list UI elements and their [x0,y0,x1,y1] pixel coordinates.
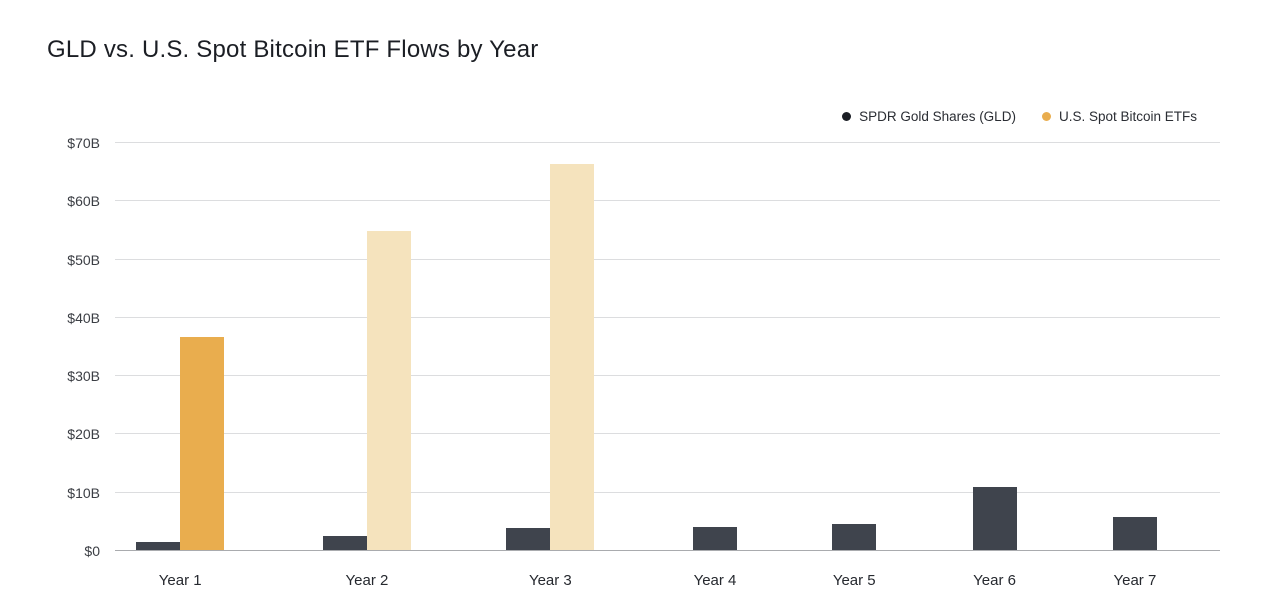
y-tick-label-60: $60B [67,193,100,210]
legend: SPDR Gold Shares (GLD) U.S. Spot Bitcoin… [842,109,1197,124]
y-axis-labels: $0 $10B $20B $30B $40B $50B $60B $70B [40,135,100,559]
legend-item-btc: U.S. Spot Bitcoin ETFs [1041,109,1197,124]
y-tick-label-0: $0 [84,543,100,559]
bar-btc-year-3-projected [550,164,595,550]
y-tick-label-30: $30B [67,368,100,385]
y-tick-label-10: $10B [67,484,100,501]
gridline-30 [115,375,1220,377]
x-tick-label-year-6: Year 6 [973,572,1016,589]
x-tick-label-year-4: Year 4 [693,572,737,589]
gridline-20 [115,433,1220,435]
bar-btc-year-1 [180,337,225,550]
y-tick-label-70: $70B [67,135,100,151]
gridline-50 [115,258,1220,260]
chart-title: GLD vs. U.S. Spot Bitcoin ETF Flows by Y… [47,36,539,63]
legend-label-gld: SPDR Gold Shares (GLD) [859,109,1016,124]
gridline-40 [115,316,1220,318]
bar-gld-year-7 [1112,517,1157,550]
x-tick-label-year-1: Year 1 [158,572,202,589]
x-tick-label-year-5: Year 5 [832,572,876,589]
plot-area [115,142,1220,551]
bar-gld-year-3 [506,528,551,550]
bar-btc-year-2-projected [366,230,411,550]
y-tick-label-20: $20B [67,426,100,443]
x-tick-label-year-3: Year 3 [528,572,572,589]
gld-legend-dot-icon [842,112,852,121]
gridline-60 [115,200,1220,202]
bar-gld-year-5 [832,523,877,550]
legend-label-btc: U.S. Spot Bitcoin ETFs [1058,109,1197,124]
x-tick-label-year-2: Year 2 [345,572,389,589]
gridline-10 [115,491,1220,493]
bar-gld-year-1 [136,542,181,550]
bar-gld-year-6 [972,487,1017,550]
bar-gld-year-4 [693,526,737,550]
legend-item-gld: SPDR Gold Shares (GLD) [842,109,1016,124]
gridline-70 [115,142,1220,143]
bar-gld-year-2 [322,536,367,550]
gridline-0 [115,550,1220,551]
x-tick-label-year-7: Year 7 [1113,572,1157,589]
y-tick-label-50: $50B [67,251,100,268]
btc-legend-dot-icon [1041,112,1051,121]
y-tick-label-40: $40B [67,309,100,326]
